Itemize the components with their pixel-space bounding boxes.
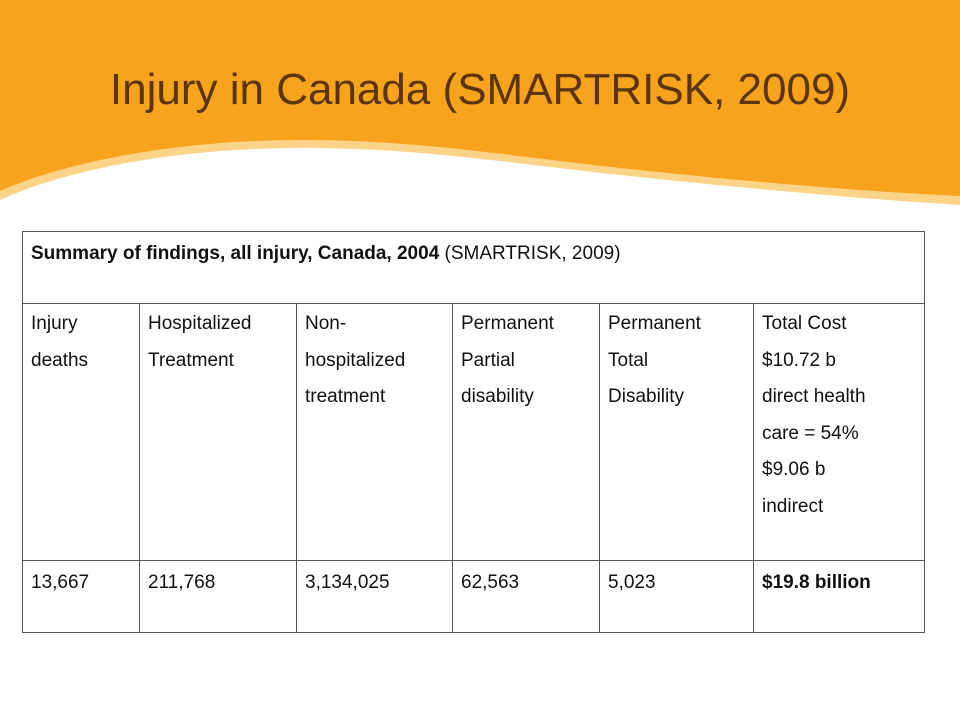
header-line: Permanent (608, 313, 701, 334)
caption-bold: Summary of findings, all injury, Canada,… (31, 243, 440, 264)
value-injury-deaths: 13,667 (22, 560, 140, 633)
header-hospitalized: Hospitalized Treatment (139, 303, 297, 561)
header-line: Total Cost (762, 313, 847, 334)
header-line: treatment (305, 386, 386, 407)
header-line: $10.72 b (762, 349, 836, 371)
slide-title: Injury in Canada (SMARTRISK, 2009) (109, 65, 851, 114)
header-line: hospitalized (305, 349, 406, 371)
header-line: $9.06 b (762, 459, 826, 480)
value-permanent-partial: 62,563 (452, 560, 600, 633)
header-permanent-total: Permanent Total Disability (599, 303, 754, 561)
header-line: indirect (762, 495, 824, 517)
values-row: 13,667 211,768 3,134,025 62,563 5,023 $1… (22, 560, 926, 633)
caption-source: (SMARTRISK, 2009) (439, 243, 621, 264)
banner-orange-wave (0, 0, 960, 196)
header-line: disability (461, 386, 534, 407)
header-line: Non- (305, 313, 347, 334)
value-permanent-total: 5,023 (599, 560, 754, 633)
header-non-hospitalized: Non- hospitalized treatment (296, 303, 453, 561)
header-line: Partial (461, 349, 515, 371)
header-total-cost: Total Cost $10.72 b direct health care =… (752, 303, 926, 561)
header-line: Hospitalized (148, 313, 252, 334)
header-line: Injury (31, 313, 78, 334)
header-line: direct health (762, 386, 866, 407)
caption-row: Summary of findings, all injury, Canada,… (21, 231, 926, 304)
header-line: deaths (31, 349, 89, 371)
header-line: Permanent (461, 313, 554, 334)
value-non-hospitalized: 3,134,025 (296, 560, 453, 633)
header-permanent-partial: Permanent Partial disability (452, 303, 600, 561)
header-line: care = 54% (762, 422, 859, 444)
header-injury-deaths: Injury deaths (22, 303, 140, 561)
table-caption: Summary of findings, all injury, Canada,… (21, 231, 926, 304)
value-hospitalized: 211,768 (139, 560, 297, 633)
title-banner (0, 0, 960, 205)
header-row: Injury deaths Hospitalized Treatment Non… (22, 303, 926, 561)
header-line: Total (608, 349, 649, 371)
header-line: Treatment (148, 349, 234, 371)
header-line: Disability (608, 386, 685, 407)
findings-table: Summary of findings, all injury, Canada,… (21, 231, 926, 633)
value-total-cost: $19.8 billion (752, 560, 926, 633)
